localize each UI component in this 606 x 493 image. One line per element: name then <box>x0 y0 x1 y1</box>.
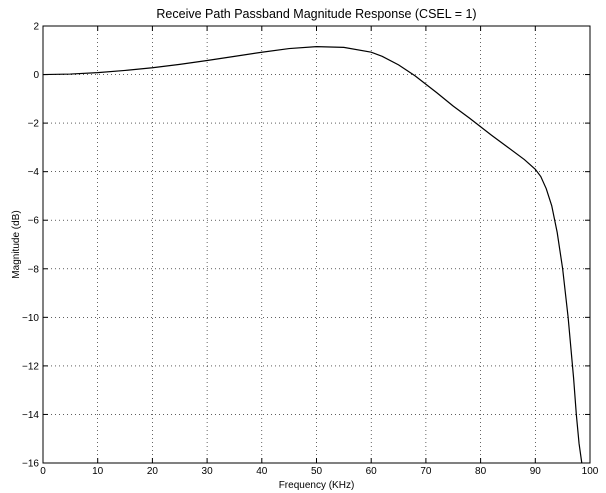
x-tick-label: 60 <box>366 466 378 477</box>
y-tick-label: −2 <box>28 119 40 130</box>
x-tick-label: 100 <box>582 466 599 477</box>
x-tick-label: 40 <box>256 466 268 477</box>
y-tick-label: −12 <box>22 361 39 372</box>
x-tick-label: 70 <box>420 466 432 477</box>
x-tick-label: 0 <box>40 466 46 477</box>
x-tick-label: 30 <box>202 466 214 477</box>
x-axis-title: Frequency (KHz) <box>279 480 355 491</box>
x-tick-label: 80 <box>475 466 487 477</box>
plot-area <box>43 26 590 463</box>
y-axis-title: Magnitude (dB) <box>11 210 22 278</box>
x-tick-label: 10 <box>92 466 104 477</box>
y-tick-label: −4 <box>28 167 40 178</box>
y-tick-label: 2 <box>33 22 39 33</box>
series-group <box>42 46 583 464</box>
chart-title: Receive Path Passband Magnitude Response… <box>156 7 476 21</box>
axis-ticks <box>42 25 591 464</box>
grid <box>43 26 590 463</box>
series-line-0 <box>42 46 583 464</box>
y-tick-label: −8 <box>28 264 40 275</box>
y-tick-label: −14 <box>22 410 39 421</box>
x-axis-tick-labels: 0 10 20 30 40 50 60 70 80 90 100 <box>40 466 599 477</box>
y-tick-label: −10 <box>22 313 39 324</box>
y-tick-label: −6 <box>28 216 40 227</box>
x-tick-label: 50 <box>311 466 323 477</box>
y-tick-label: 0 <box>33 70 39 81</box>
x-tick-label: 20 <box>147 466 159 477</box>
y-axis-tick-labels: 2 0 −2 −4 −6 −8 −10 −12 −14 −16 <box>22 22 39 470</box>
x-tick-label: 90 <box>530 466 542 477</box>
y-tick-label: −16 <box>22 459 39 470</box>
